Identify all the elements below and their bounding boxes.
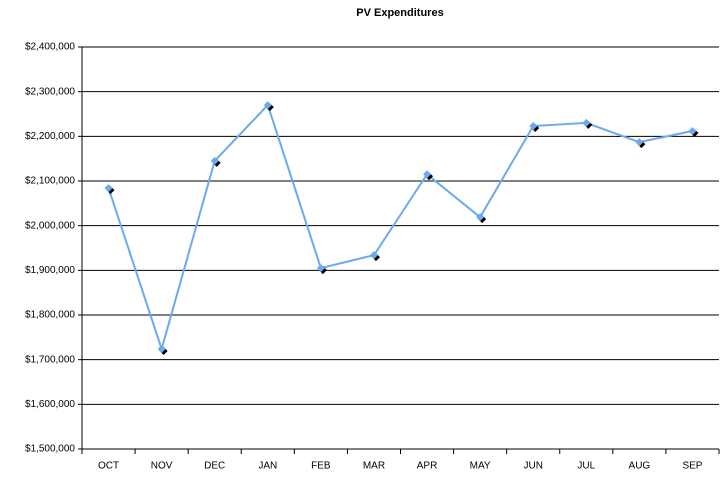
x-tick-label: JUN	[523, 461, 542, 472]
marker	[157, 344, 166, 353]
y-tick-label: $2,100,000	[25, 176, 75, 187]
x-tick-label: JUL	[577, 461, 595, 472]
marker	[104, 184, 113, 193]
x-tick-label: JAN	[258, 461, 277, 472]
y-tick-label: $2,400,000	[25, 42, 75, 53]
marker	[582, 118, 591, 127]
x-tick-label: AUG	[629, 461, 651, 472]
x-tick-label: MAY	[470, 461, 491, 472]
chart-title: PV Expenditures	[356, 7, 443, 19]
x-tick-label: OCT	[98, 461, 119, 472]
y-tick-label: $1,700,000	[25, 354, 75, 365]
marker	[263, 101, 272, 110]
marker	[316, 264, 325, 273]
y-tick-label: $1,900,000	[25, 265, 75, 276]
marker	[476, 213, 485, 222]
x-tick-label: NOV	[151, 461, 173, 472]
marker	[210, 156, 219, 165]
marker	[688, 126, 697, 135]
y-tick-label: $2,300,000	[25, 86, 75, 97]
x-tick-label: SEP	[682, 461, 702, 472]
x-tick-label: APR	[417, 461, 438, 472]
y-tick-label: $2,000,000	[25, 220, 75, 231]
y-tick-label: $2,200,000	[25, 131, 75, 142]
x-tick-label: FEB	[311, 461, 331, 472]
marker	[369, 251, 378, 260]
y-tick-label: $1,800,000	[25, 310, 75, 321]
line	[107, 103, 693, 353]
marker	[423, 170, 432, 179]
x-tick-label: MAR	[363, 461, 385, 472]
y-tick-label: $1,600,000	[25, 399, 75, 410]
marker	[635, 138, 644, 147]
x-tick-label: DEC	[204, 461, 225, 472]
marker	[529, 122, 538, 131]
y-tick-label: $1,500,000	[25, 444, 75, 455]
